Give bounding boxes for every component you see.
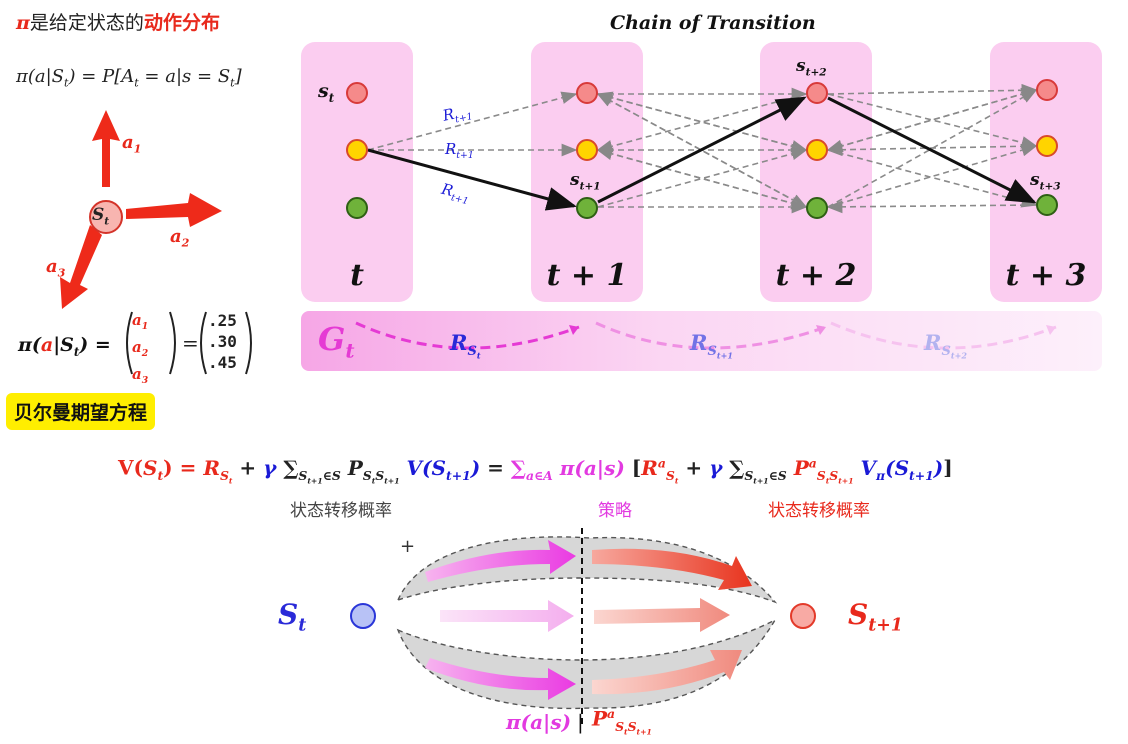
state-to-label: St+1 (848, 598, 903, 636)
middle-transition-arrow (594, 598, 730, 632)
label-right-transition: 状态转移概率 (768, 501, 870, 521)
node-st1 (790, 603, 816, 629)
column-label-t1: t + 1 (546, 258, 628, 293)
node-t3-green (1036, 194, 1058, 216)
svg-text:=: = (182, 331, 199, 355)
vector-actions: a1 a2 a3 (132, 311, 149, 386)
vector-lhs: π(a|St) = (18, 334, 111, 359)
action-arrow-a1 (92, 110, 120, 187)
node-t1-yellow (576, 139, 598, 161)
upper-policy-arrow (425, 540, 576, 582)
bellman-heading: 贝尔曼期望方程 (6, 393, 156, 430)
node-t3-red (1036, 79, 1058, 101)
return-dashed-arrows (355, 321, 1057, 350)
state-label-s-t2: st+2 (796, 56, 827, 79)
policy-title-text: 是给定状态的 (29, 12, 144, 34)
label-left-transition: 状态转移概率 (290, 501, 392, 521)
node-t2-green (806, 197, 828, 219)
lower-transition-arrow (592, 650, 742, 695)
label-policy: 策略 (598, 501, 632, 521)
node-t1-green (576, 197, 598, 219)
bottom-prob-label: PaStSt+1 (592, 706, 652, 737)
policy-formula: π(a|St) = P[At = a|s = St] (16, 66, 242, 90)
policy-title-emph: 动作分布 (143, 12, 220, 34)
state-label-s-t3: st+3 (1030, 170, 1061, 193)
vector-value-3: .45 (208, 353, 237, 372)
state-from-label: St (278, 598, 307, 636)
action-arrow-a2 (126, 193, 222, 227)
return-term-1: RSt (450, 330, 481, 361)
sampled-trajectory (367, 96, 1037, 211)
node-t2-yellow (806, 139, 828, 161)
action-label-a3: a3 (46, 256, 66, 280)
vector-values: .25 .30 .45 (208, 310, 237, 373)
action-label-a1: a1 (122, 132, 142, 156)
state-label-s-t1: st+1 (570, 170, 601, 193)
node-t-yellow (346, 139, 368, 161)
bottom-policy-label: π(a|s) (506, 710, 572, 734)
action-arrows-diagram (60, 110, 222, 309)
column-label-t2: t + 2 (775, 258, 857, 293)
return-term-3: RSt+2 (924, 330, 967, 361)
plus-sign: + (400, 536, 416, 557)
state-label-st: St (92, 205, 110, 228)
transition-graph (367, 83, 1038, 214)
column-label-t: t (350, 258, 364, 293)
bottom-sep: | (577, 710, 584, 734)
return-term-2: RSt+1 (690, 330, 733, 361)
action-label-a2: a2 (170, 226, 190, 250)
reward-label-mid: Rt+1 (445, 140, 474, 161)
vector-value-1: .25 (208, 311, 237, 330)
return-label-gt: Gt (318, 320, 355, 363)
state-circle (89, 200, 123, 234)
lower-policy-arrow (425, 658, 576, 700)
node-t1-red (576, 82, 598, 104)
node-t-red (346, 82, 368, 104)
upper-transition-arrow (592, 548, 752, 590)
policy-title: π是给定状态的动作分布 (16, 8, 220, 35)
node-t-green (346, 197, 368, 219)
pi-symbol: π (16, 12, 30, 34)
node-t2-red (806, 82, 828, 104)
node-st (350, 603, 376, 629)
vector-value-2: .30 (208, 332, 237, 351)
vector-brackets: = (126, 311, 252, 375)
state-label-s-t: st (318, 80, 335, 105)
node-t3-yellow (1036, 135, 1058, 157)
action-arrow-a3 (60, 225, 102, 309)
bellman-equation: V(St) = RSt + γ ∑St+1∈S PStSt+1 V(St+1) … (118, 455, 953, 486)
bellman-flow-diagram (396, 528, 778, 728)
middle-policy-arrow (440, 600, 574, 632)
chain-title: Chain of Transition (610, 12, 816, 34)
dashed-transitions (367, 83, 1038, 214)
return-bar (301, 311, 1102, 371)
column-label-t3: t + 3 (1005, 258, 1087, 293)
